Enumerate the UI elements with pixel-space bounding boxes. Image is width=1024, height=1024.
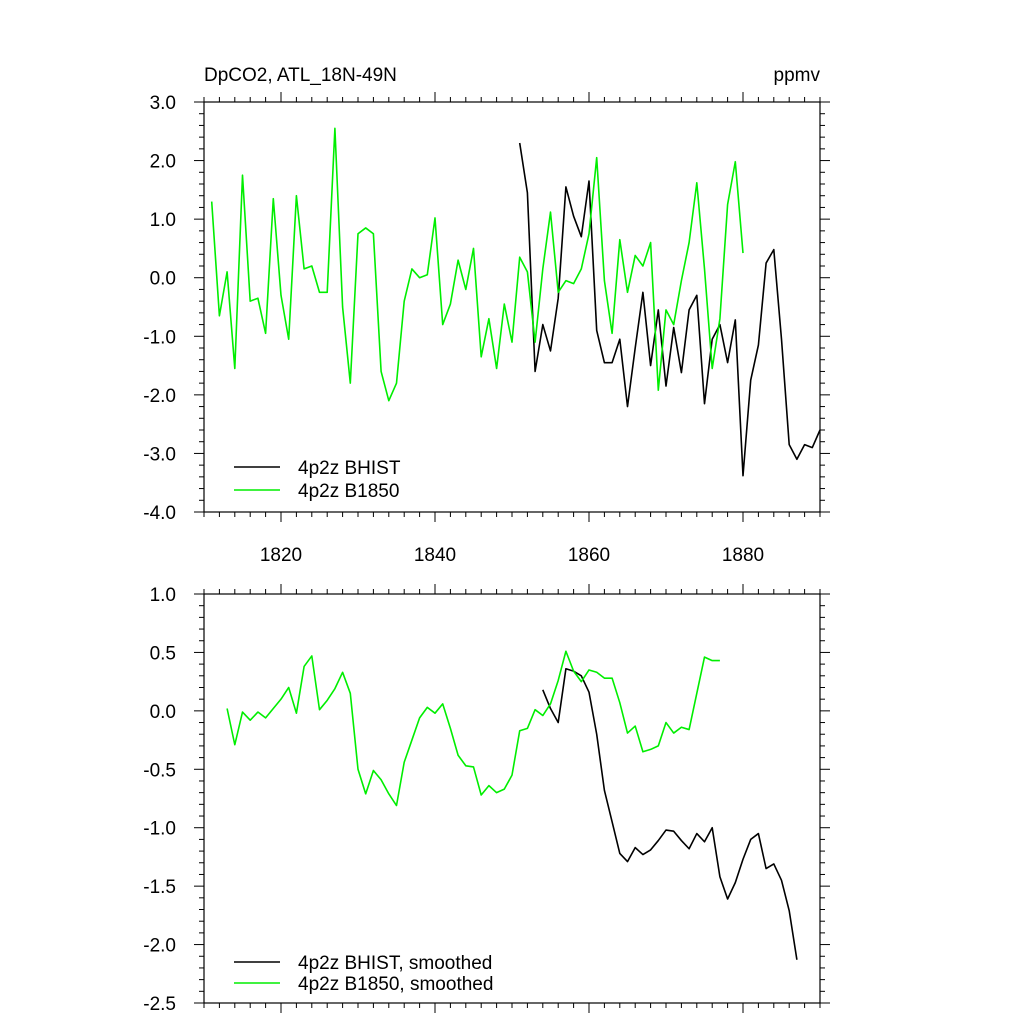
y-tick-label: 1.0 [150,585,176,606]
y-tick-label: -2.0 [143,936,176,957]
legend-label: 4p2z B1850, smoothed [298,974,493,995]
y-tick-label: -2.5 [143,994,176,1015]
x-tick-label: 1860 [568,545,610,566]
bottom-panel: 1.0 0.5 0.0 -0.5 -1.0 -1.5 -2.0 -2.5 4p2z BHIST,… [143,584,830,1015]
figure-title: DpCO2, ATL_18N-49N [204,65,397,86]
y-tick-label: 1.0 [150,210,176,231]
series-line-b1850 [226,650,720,807]
top-panel: 3.0 2.0 1.0 0.0 -1.0 -2.0 -3.0 -4.0 1820 1840 1860… [143,92,830,566]
y-tick-label: -0.5 [143,760,176,781]
plot-frame [203,593,821,1004]
y-tick-label: -1.0 [143,327,176,348]
y-tick-label: -3.0 [143,444,176,465]
series-line-b1850 [210,127,744,402]
y-tick-label: -1.5 [143,877,176,898]
x-tick-label: 1880 [722,545,764,566]
y-tick-label: 0.5 [150,643,176,664]
series-line-bhist [542,667,798,960]
series-line-bhist [518,142,821,477]
legend-label: 4p2z BHIST, smoothed [298,953,492,974]
y-tick-label: -1.0 [143,819,176,840]
y-tick-label: 0.0 [150,702,176,723]
plot-frame [203,101,821,513]
units-label: ppmv [774,65,821,86]
legend-label: 4p2z BHIST [298,458,401,479]
x-tick-label: 1820 [260,545,302,566]
y-tick-label: -4.0 [143,503,176,524]
x-tick-label: 1840 [414,545,456,566]
y-tick-label: 2.0 [150,152,176,173]
legend-label: 4p2z B1850 [298,481,399,502]
y-tick-label: 0.0 [150,269,176,290]
y-tick-label: 3.0 [150,93,176,114]
y-tick-label: -2.0 [143,386,176,407]
